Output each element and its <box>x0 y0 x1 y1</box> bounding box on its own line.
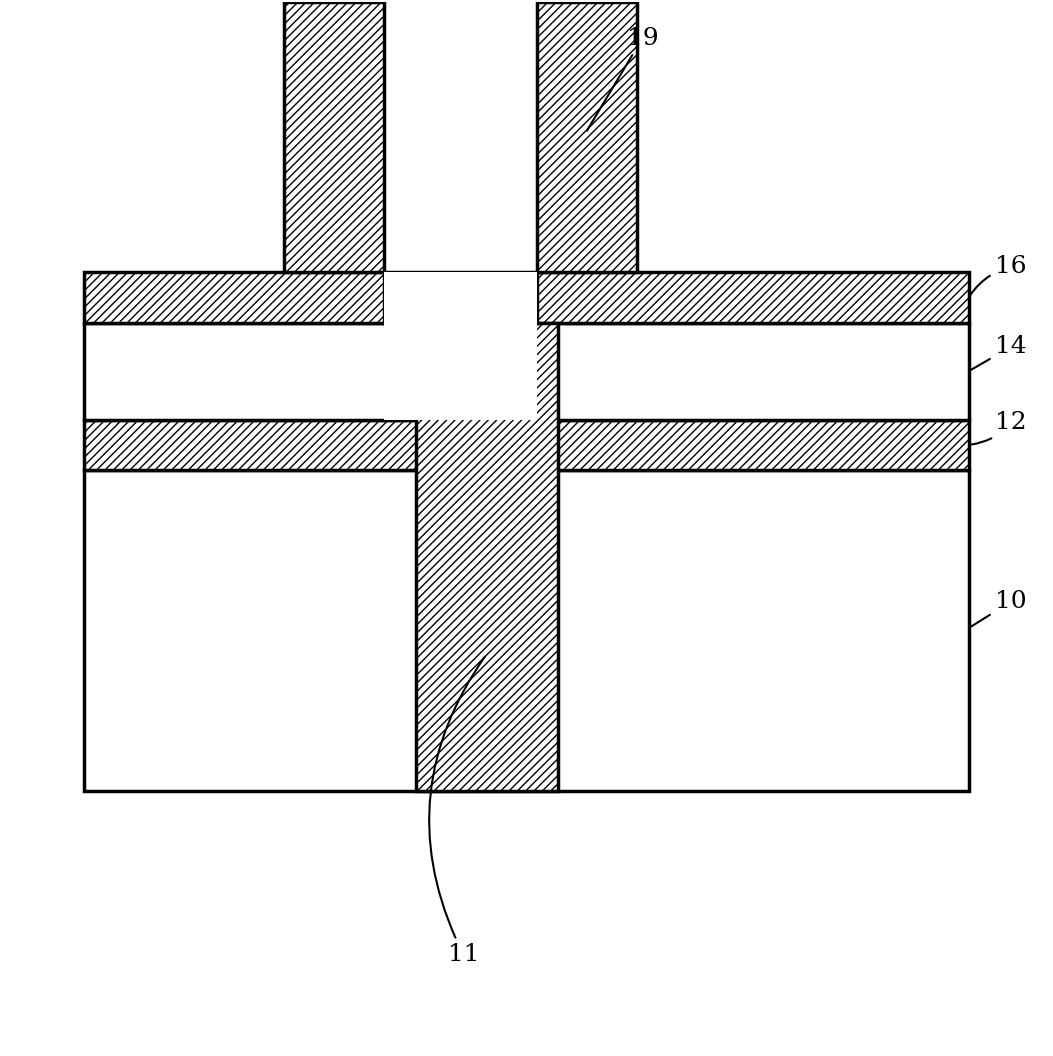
Bar <box>84 419 969 470</box>
Text: 12: 12 <box>972 411 1027 445</box>
Text: 16: 16 <box>970 256 1027 295</box>
Bar <box>384 272 537 323</box>
Bar <box>84 323 969 419</box>
Bar <box>84 470 969 791</box>
Bar <box>537 1 637 272</box>
Bar <box>416 323 558 791</box>
Text: 10: 10 <box>971 590 1027 626</box>
Bar <box>284 1 384 272</box>
Text: 11: 11 <box>430 657 484 966</box>
Text: 14: 14 <box>971 336 1027 370</box>
Text: 19: 19 <box>587 26 658 131</box>
Bar <box>84 272 969 323</box>
Bar <box>384 323 537 419</box>
Bar <box>384 272 537 323</box>
